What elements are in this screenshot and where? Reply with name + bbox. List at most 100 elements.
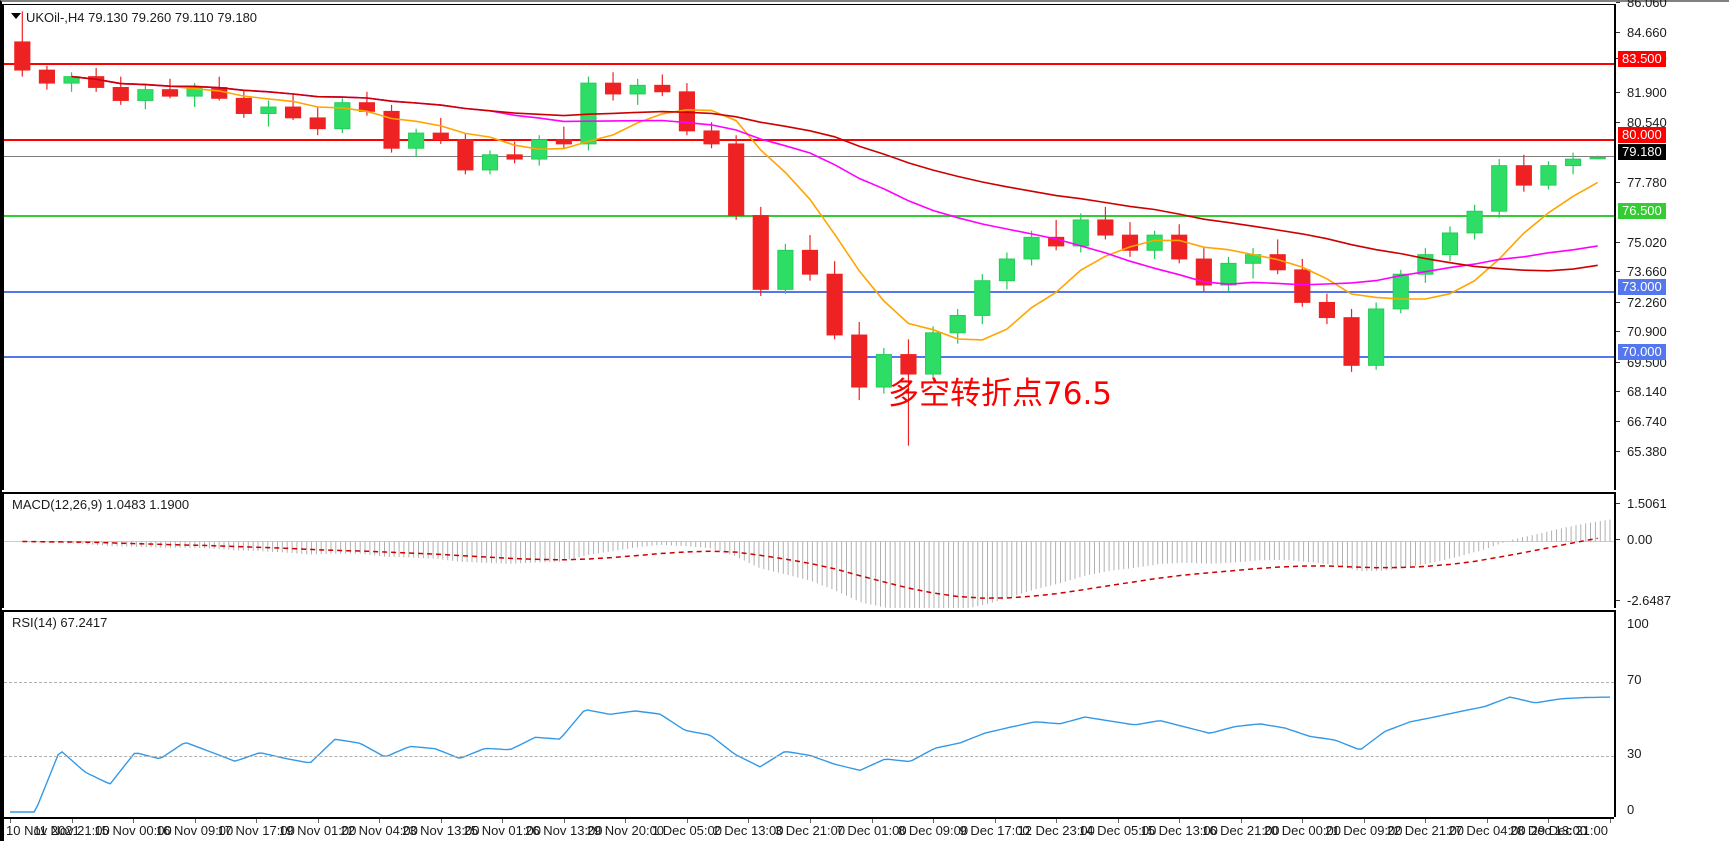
- time-tick-mark: [748, 819, 750, 823]
- macd-axis[interactable]: 1.5061 0.00 -2.6487: [1614, 492, 1729, 608]
- time-tick-mark: [933, 819, 935, 823]
- time-tick-label: 7 Dec 01:00: [836, 823, 907, 838]
- price-tick-label: 84.660: [1616, 26, 1667, 40]
- rsi-series: [10, 696, 1611, 813]
- price-tick-label: 77.780: [1616, 175, 1667, 190]
- time-tick-label: 9 Dec 17:00: [959, 823, 1030, 838]
- time-tick-mark: [1179, 819, 1181, 823]
- price-tick-label: 73.660: [1616, 265, 1667, 279]
- chart-annotation-text: 多空转折点76.5: [888, 376, 1113, 412]
- rsi-tick-label: 100: [1627, 616, 1649, 631]
- moving-average-line-MA-slow: [71, 75, 1598, 272]
- macd-tick-label: 0.00: [1616, 532, 1652, 547]
- price-level-line-80-000[interactable]: [4, 138, 1614, 141]
- time-tick-mark: [71, 819, 73, 823]
- price-tick-label: 80.540: [1616, 115, 1667, 130]
- macd-tick-label: 1.5061: [1616, 497, 1667, 511]
- time-tick-label: 2 Dec 13:00: [713, 823, 784, 838]
- time-tick-label: 21 Dec 09:00: [1325, 823, 1403, 838]
- time-tick-label: 11 Nov 21:00: [33, 823, 110, 838]
- time-tick-mark: [625, 819, 627, 823]
- time-tick-mark: [133, 819, 135, 823]
- time-tick-mark: [1363, 819, 1365, 823]
- price-level-badge-79-180[interactable]: 79.180: [1618, 144, 1666, 161]
- time-tick-label: 15 Dec 13:00: [1140, 823, 1218, 838]
- price-level-line-70-000[interactable]: [4, 355, 1614, 358]
- time-axis[interactable]: 10 Nov 2021 11 Nov 21:00 15 Nov 00:00 16 No…: [2, 817, 1614, 841]
- time-tick-mark: [256, 819, 258, 823]
- price-level-badge-83-500[interactable]: 83.500: [1618, 50, 1666, 67]
- time-tick-label: 16 Dec 21:00: [1202, 823, 1280, 838]
- price-axis[interactable]: 86.060 84.660 83.500 81.900 80.540 77.780 75.0…: [1614, 0, 1729, 490]
- rsi-pane[interactable]: RSI(14) 67.2417: [2, 610, 1614, 817]
- time-tick-label: 17 Nov 17:00: [217, 823, 295, 838]
- time-tick-mark: [1486, 819, 1488, 823]
- price-pane[interactable]: UKOil-,H4 79.130 79.260 79.110 79.180: [2, 4, 1614, 490]
- price-tick-label: 66.740: [1616, 415, 1667, 429]
- time-tick-mark: [440, 819, 442, 823]
- macd-header: MACD(12,26,9) 1.0483 1.1900: [12, 497, 190, 512]
- price-level-line-76-500[interactable]: [4, 214, 1614, 217]
- rsi-level-30: [4, 756, 1614, 758]
- time-tick-label: 12 Dec 23:00: [1017, 823, 1095, 838]
- time-tick-mark: [1117, 819, 1119, 823]
- symbol-header: UKOil-,H4 79.130 79.260 79.110 79.180: [26, 10, 258, 25]
- price-tick-label: 70.900: [1616, 325, 1667, 339]
- rsi-line: [10, 696, 1611, 813]
- time-tick-label: 28 Dec 13:00: [1509, 823, 1588, 838]
- time-tick-mark: [194, 819, 196, 823]
- macd-signal-line: [22, 537, 1598, 599]
- price-level-badge-76-500[interactable]: 76.500: [1618, 202, 1666, 219]
- time-tick-mark: [10, 819, 11, 823]
- time-tick-mark: [502, 819, 504, 823]
- rsi-header: RSI(14) 67.2417: [12, 615, 108, 630]
- time-tick-mark: [379, 819, 381, 823]
- rsi-tick-label: 70: [1627, 671, 1642, 687]
- time-tick-mark: [1610, 819, 1611, 823]
- price-tick-label: 65.380: [1616, 445, 1667, 459]
- time-tick-label: 15 Nov 00:00: [94, 823, 172, 838]
- price-level-badge-80-000[interactable]: 80.000: [1618, 126, 1666, 143]
- time-tick-mark: [317, 819, 319, 823]
- price-tick-label: 81.900: [1616, 86, 1667, 100]
- time-tick-mark: [1425, 819, 1427, 823]
- time-tick-mark: [994, 819, 996, 823]
- time-tick-label: 10 Nov 2021: [6, 823, 80, 838]
- time-tick-label: 22 Nov 04:00: [340, 823, 418, 838]
- time-tick-label: 8 Dec 09:00: [898, 823, 969, 838]
- rsi-tick-label: 30: [1627, 746, 1642, 762]
- macd-series: [4, 519, 1614, 608]
- time-tick-label: 1 Dec 05:00: [651, 823, 722, 838]
- time-tick-mark: [1240, 819, 1242, 823]
- macd-pane[interactable]: MACD(12,26,9) 1.0483 1.1900: [2, 492, 1614, 608]
- price-tick-label: 75.020: [1616, 235, 1667, 250]
- price-level-line-73-000[interactable]: [4, 290, 1614, 293]
- price-tick-label: 68.140: [1616, 385, 1667, 399]
- time-tick-label: 19 Nov 01:00: [279, 823, 357, 838]
- price-level-line-83-500[interactable]: [4, 62, 1614, 65]
- time-tick-label: 23 Nov 13:00: [402, 823, 480, 838]
- rsi-axis[interactable]: 100 70 30 0: [1614, 610, 1729, 817]
- price-level-badge-70-000[interactable]: 70.000: [1618, 343, 1666, 360]
- price-level-line-79-180[interactable]: [4, 156, 1614, 158]
- time-tick-mark: [1056, 819, 1058, 823]
- time-tick-label: 29 Nov 20:00: [586, 823, 665, 838]
- time-tick-label: 29 Dec 21:00: [1530, 823, 1608, 838]
- time-tick-label: 3 Dec 21:00: [774, 823, 846, 838]
- time-tick-mark: [810, 819, 811, 823]
- price-level-badge-73-000[interactable]: 73.000: [1618, 278, 1666, 295]
- time-tick-mark: [1302, 819, 1304, 823]
- rsi-level-70: [4, 681, 1614, 683]
- price-tick-label: 72.260: [1616, 295, 1667, 310]
- time-tick-label: 26 Nov 13:00: [525, 823, 603, 838]
- time-tick-label: 22 Dec 21:00: [1386, 823, 1465, 838]
- time-tick-mark: [871, 819, 873, 823]
- price-tick-label: 86.060: [1616, 0, 1667, 10]
- triangle-down-icon[interactable]: [11, 13, 21, 19]
- rsi-tick-label: 0: [1627, 802, 1635, 817]
- time-tick-mark: [563, 819, 565, 823]
- time-tick-label: 25 Nov 01:00: [463, 823, 541, 838]
- candlestick-series: [14, 11, 1606, 446]
